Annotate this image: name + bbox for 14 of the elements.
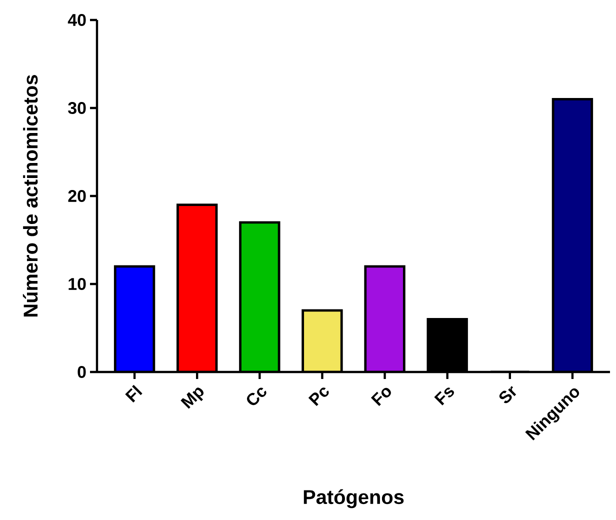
x-tick-label: Pc [308, 388, 329, 406]
x-tick-label: Sr [499, 386, 516, 404]
y-tick-label: 30 [68, 102, 86, 114]
y-axis-title: Número de actinomicetos [22, 75, 38, 316]
x-tick-label: Fl [125, 384, 142, 402]
y-tick-label: 40 [68, 14, 86, 26]
x-tick-label: Cc [246, 388, 266, 406]
x-tick-label: Fo [370, 388, 391, 406]
x-tick-label: Fs [434, 388, 454, 406]
x-axis-title: Patógenos [304, 489, 404, 508]
y-tick-label: 20 [68, 190, 86, 202]
x-tick-label: Mp [180, 388, 204, 409]
y-tick-label: 10 [68, 278, 86, 290]
y-tick-label: 0 [78, 366, 86, 378]
